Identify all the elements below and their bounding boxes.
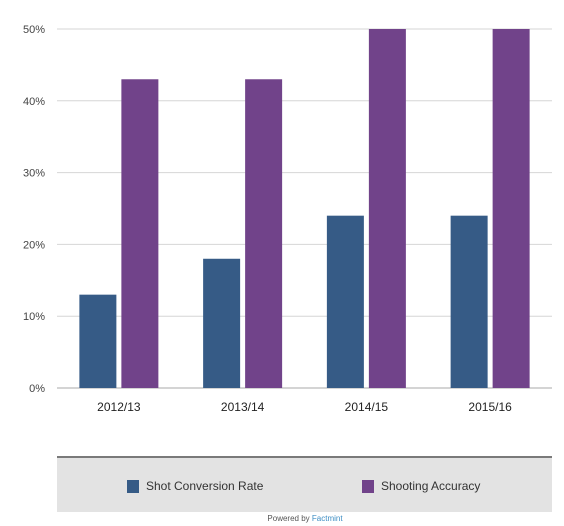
credit-brand-link[interactable]: Factmint <box>311 514 343 523</box>
y-tick-label: 30% <box>23 168 45 180</box>
bar-shooting-accuracy <box>492 29 530 388</box>
bar-chart: 0% 10% 20% 30% 40% 50% 2012/13 2013/14 2014/15 20… <box>23 24 552 414</box>
legend-swatch-shooting-accuracy <box>362 479 374 493</box>
bar-shot-conversion-rate <box>203 258 241 388</box>
y-tick-label: 10% <box>23 311 45 323</box>
bar-shot-conversion-rate <box>450 215 488 388</box>
x-tick-label: 2012/13 <box>97 400 141 414</box>
legend-label-shooting-accuracy: Shooting Accuracy <box>381 479 481 493</box>
y-tick-label: 20% <box>23 239 45 251</box>
x-tick-label: 2014/15 <box>345 400 389 414</box>
chart-area: 0% 10% 20% 30% 40% 50% 2012/13 2013/14 2014/15 20… <box>23 24 552 414</box>
legend-item-shooting-accuracy[interactable]: Shooting Accuracy <box>362 479 480 493</box>
bar-shooting-accuracy <box>368 29 406 388</box>
bar-shooting-accuracy <box>245 79 283 388</box>
legend-swatch-shot-conversion-rate <box>127 479 139 493</box>
legend-item-shot-conversion-rate[interactable]: Shot Conversion Rate <box>127 479 263 493</box>
x-tick-label: 2013/14 <box>221 400 265 414</box>
powered-by-credit: Powered by Factmint <box>0 514 564 523</box>
legend-label-shot-conversion-rate: Shot Conversion Rate <box>146 479 264 493</box>
y-tick-label: 50% <box>23 24 45 36</box>
credit-prefix: Powered by <box>267 514 310 523</box>
y-tick-label: 40% <box>23 96 45 108</box>
bar-shot-conversion-rate <box>79 294 117 388</box>
bar-shot-conversion-rate <box>326 215 364 388</box>
y-tick-label: 0% <box>29 383 45 395</box>
x-tick-label: 2015/16 <box>468 400 512 414</box>
bar-shooting-accuracy <box>121 79 159 388</box>
legend: Shot Conversion Rate Shooting Accuracy <box>57 456 552 512</box>
